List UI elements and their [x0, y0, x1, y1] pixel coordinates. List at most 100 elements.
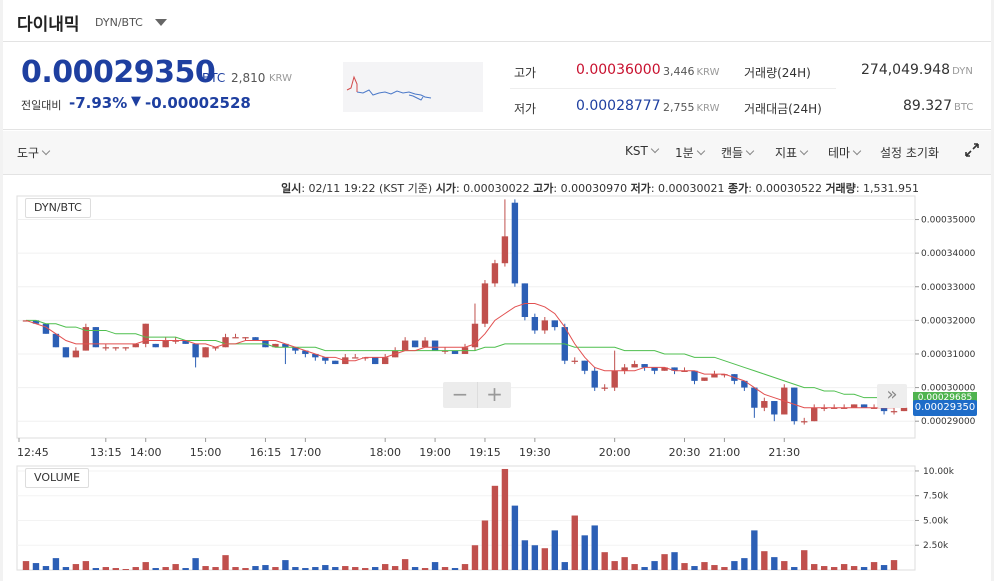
- candle-body: [691, 370, 698, 381]
- volume-bar: [641, 567, 648, 570]
- volume-bar: [461, 564, 469, 570]
- high-krw: 3,446 KRW: [663, 65, 720, 78]
- chevron-down-icon: [745, 146, 755, 156]
- candle-body: [741, 380, 748, 388]
- time-tick-label: 20:00: [599, 446, 631, 459]
- price-pane-frame: [16, 195, 916, 439]
- info-datetime: 02/11 19:22 (KST 기준): [308, 182, 433, 195]
- candle-body: [142, 323, 149, 344]
- volume-bar: [232, 567, 239, 570]
- volume-bar: [82, 561, 90, 570]
- candle-body: [252, 337, 259, 341]
- price-tick-label: 0.00031000: [921, 350, 976, 360]
- price-summary: 0.00029350 BTC 2,810 KRW 전일대비 -7.93% ▼ -…: [3, 43, 991, 130]
- volume-bar: [401, 559, 409, 570]
- volume-bar: [372, 567, 379, 570]
- timezone-menu[interactable]: KST: [625, 144, 660, 158]
- change-amount: -0.00002528: [145, 94, 251, 112]
- volume-bar: [481, 520, 489, 570]
- volume-bar: [511, 505, 519, 570]
- volume-bar: [721, 567, 728, 570]
- info-close: 0.00030522: [755, 182, 822, 195]
- price-tick-label: 0.00033000: [921, 283, 976, 293]
- price-tick-label: 0.00030000: [921, 384, 976, 394]
- volume-bar: [242, 568, 249, 570]
- candle-body: [860, 404, 868, 408]
- candle-body: [880, 407, 888, 412]
- volume-bar: [142, 562, 149, 570]
- volume-bar: [62, 567, 70, 570]
- volume-bar: [302, 568, 309, 570]
- candle-body: [711, 374, 718, 378]
- change-down-arrow-icon: ▼: [131, 94, 141, 109]
- volume-bar: [32, 563, 40, 570]
- volume-bar: [771, 557, 778, 570]
- zoom-out-button[interactable]: −: [451, 382, 469, 406]
- candle-body: [751, 387, 758, 408]
- candle-body: [332, 360, 339, 365]
- volume-bar: [162, 567, 169, 570]
- scroll-to-latest-button[interactable]: »: [877, 384, 907, 408]
- volume-bar: [332, 567, 339, 570]
- volume-bar: [292, 567, 299, 570]
- volume-bar: [92, 568, 100, 570]
- interval-menu[interactable]: 1분: [675, 144, 705, 161]
- volume-bar: [411, 567, 419, 570]
- volume-bar: [731, 561, 738, 570]
- candle-menu[interactable]: 캔들: [721, 144, 755, 161]
- expand-icon[interactable]: [965, 143, 979, 157]
- candle-body: [212, 347, 219, 349]
- volume-bar: [441, 567, 449, 570]
- time-tick-label: 21:00: [709, 446, 741, 459]
- volume-tick-label: 2.50k: [923, 541, 949, 551]
- candlestick-chart-svg[interactable]: 0.00035000 0.00034000 0.00033000 0.00032000…: [3, 176, 991, 581]
- candle-body: [551, 320, 558, 328]
- volume-bar: [611, 561, 618, 570]
- candle-body: [890, 411, 898, 413]
- volume-bar: [581, 535, 588, 570]
- candle-body: [840, 407, 848, 409]
- volume-bar: [52, 558, 60, 570]
- candle-body: [451, 350, 459, 354]
- moving-average-long-line: [25, 319, 895, 402]
- indicator-menu[interactable]: 지표: [775, 144, 809, 161]
- change-label: 전일대비: [21, 99, 62, 112]
- candle-body: [870, 407, 878, 409]
- candle-body: [601, 387, 608, 389]
- candle-body: [112, 347, 119, 349]
- volume-bar: [312, 567, 319, 570]
- chevron-down-icon: [650, 144, 660, 154]
- amount-24h-label: 거래대금(24H): [744, 102, 822, 116]
- price-tick-label: 0.00035000: [921, 216, 976, 226]
- candle-body: [661, 367, 668, 371]
- volume-bar: [42, 566, 50, 570]
- reset-settings-button[interactable]: 설정 초기화: [880, 146, 940, 160]
- candle-body: [72, 350, 80, 358]
- volume-bar: [761, 551, 768, 570]
- coin-select-dropdown-icon[interactable]: [155, 19, 167, 26]
- volume-bar: [671, 552, 678, 570]
- sparkline-tail-segment: [408, 94, 424, 101]
- candle-body: [82, 327, 90, 351]
- price-tick-label: 0.00034000: [921, 249, 976, 259]
- info-open: 0.00030022: [463, 182, 530, 195]
- chart-area[interactable]: 일시: 02/11 19:22 (KST 기준) 시가: 0.00030022 …: [3, 176, 991, 581]
- tools-menu[interactable]: 도구: [17, 144, 51, 161]
- volume-bar: [381, 564, 389, 570]
- candle-body: [761, 401, 768, 408]
- volume-bar: [701, 562, 708, 570]
- sparkline-down-segment: [356, 89, 432, 99]
- volume-bar: [272, 567, 279, 570]
- volume-bar: [870, 562, 878, 570]
- info-low: 0.00030021: [658, 182, 725, 195]
- zoom-in-button[interactable]: +: [477, 382, 511, 408]
- volume-bar: [531, 545, 539, 570]
- time-tick-label: 12:45: [17, 446, 49, 459]
- time-tick-label: 19:00: [419, 446, 451, 459]
- chevron-down-icon: [41, 146, 51, 156]
- candle-body: [591, 370, 598, 388]
- volume-bar: [741, 558, 748, 570]
- candle-body: [372, 357, 379, 365]
- theme-menu[interactable]: 테마: [828, 144, 862, 161]
- candle-body: [701, 377, 708, 381]
